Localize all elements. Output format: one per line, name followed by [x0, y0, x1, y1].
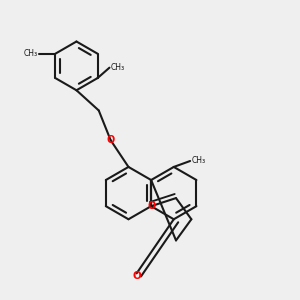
Text: O: O	[147, 201, 155, 211]
Text: O: O	[132, 271, 141, 281]
Text: CH₃: CH₃	[23, 49, 38, 58]
Text: O: O	[106, 135, 115, 145]
Text: CH₃: CH₃	[111, 63, 125, 72]
Text: CH₃: CH₃	[192, 157, 206, 166]
